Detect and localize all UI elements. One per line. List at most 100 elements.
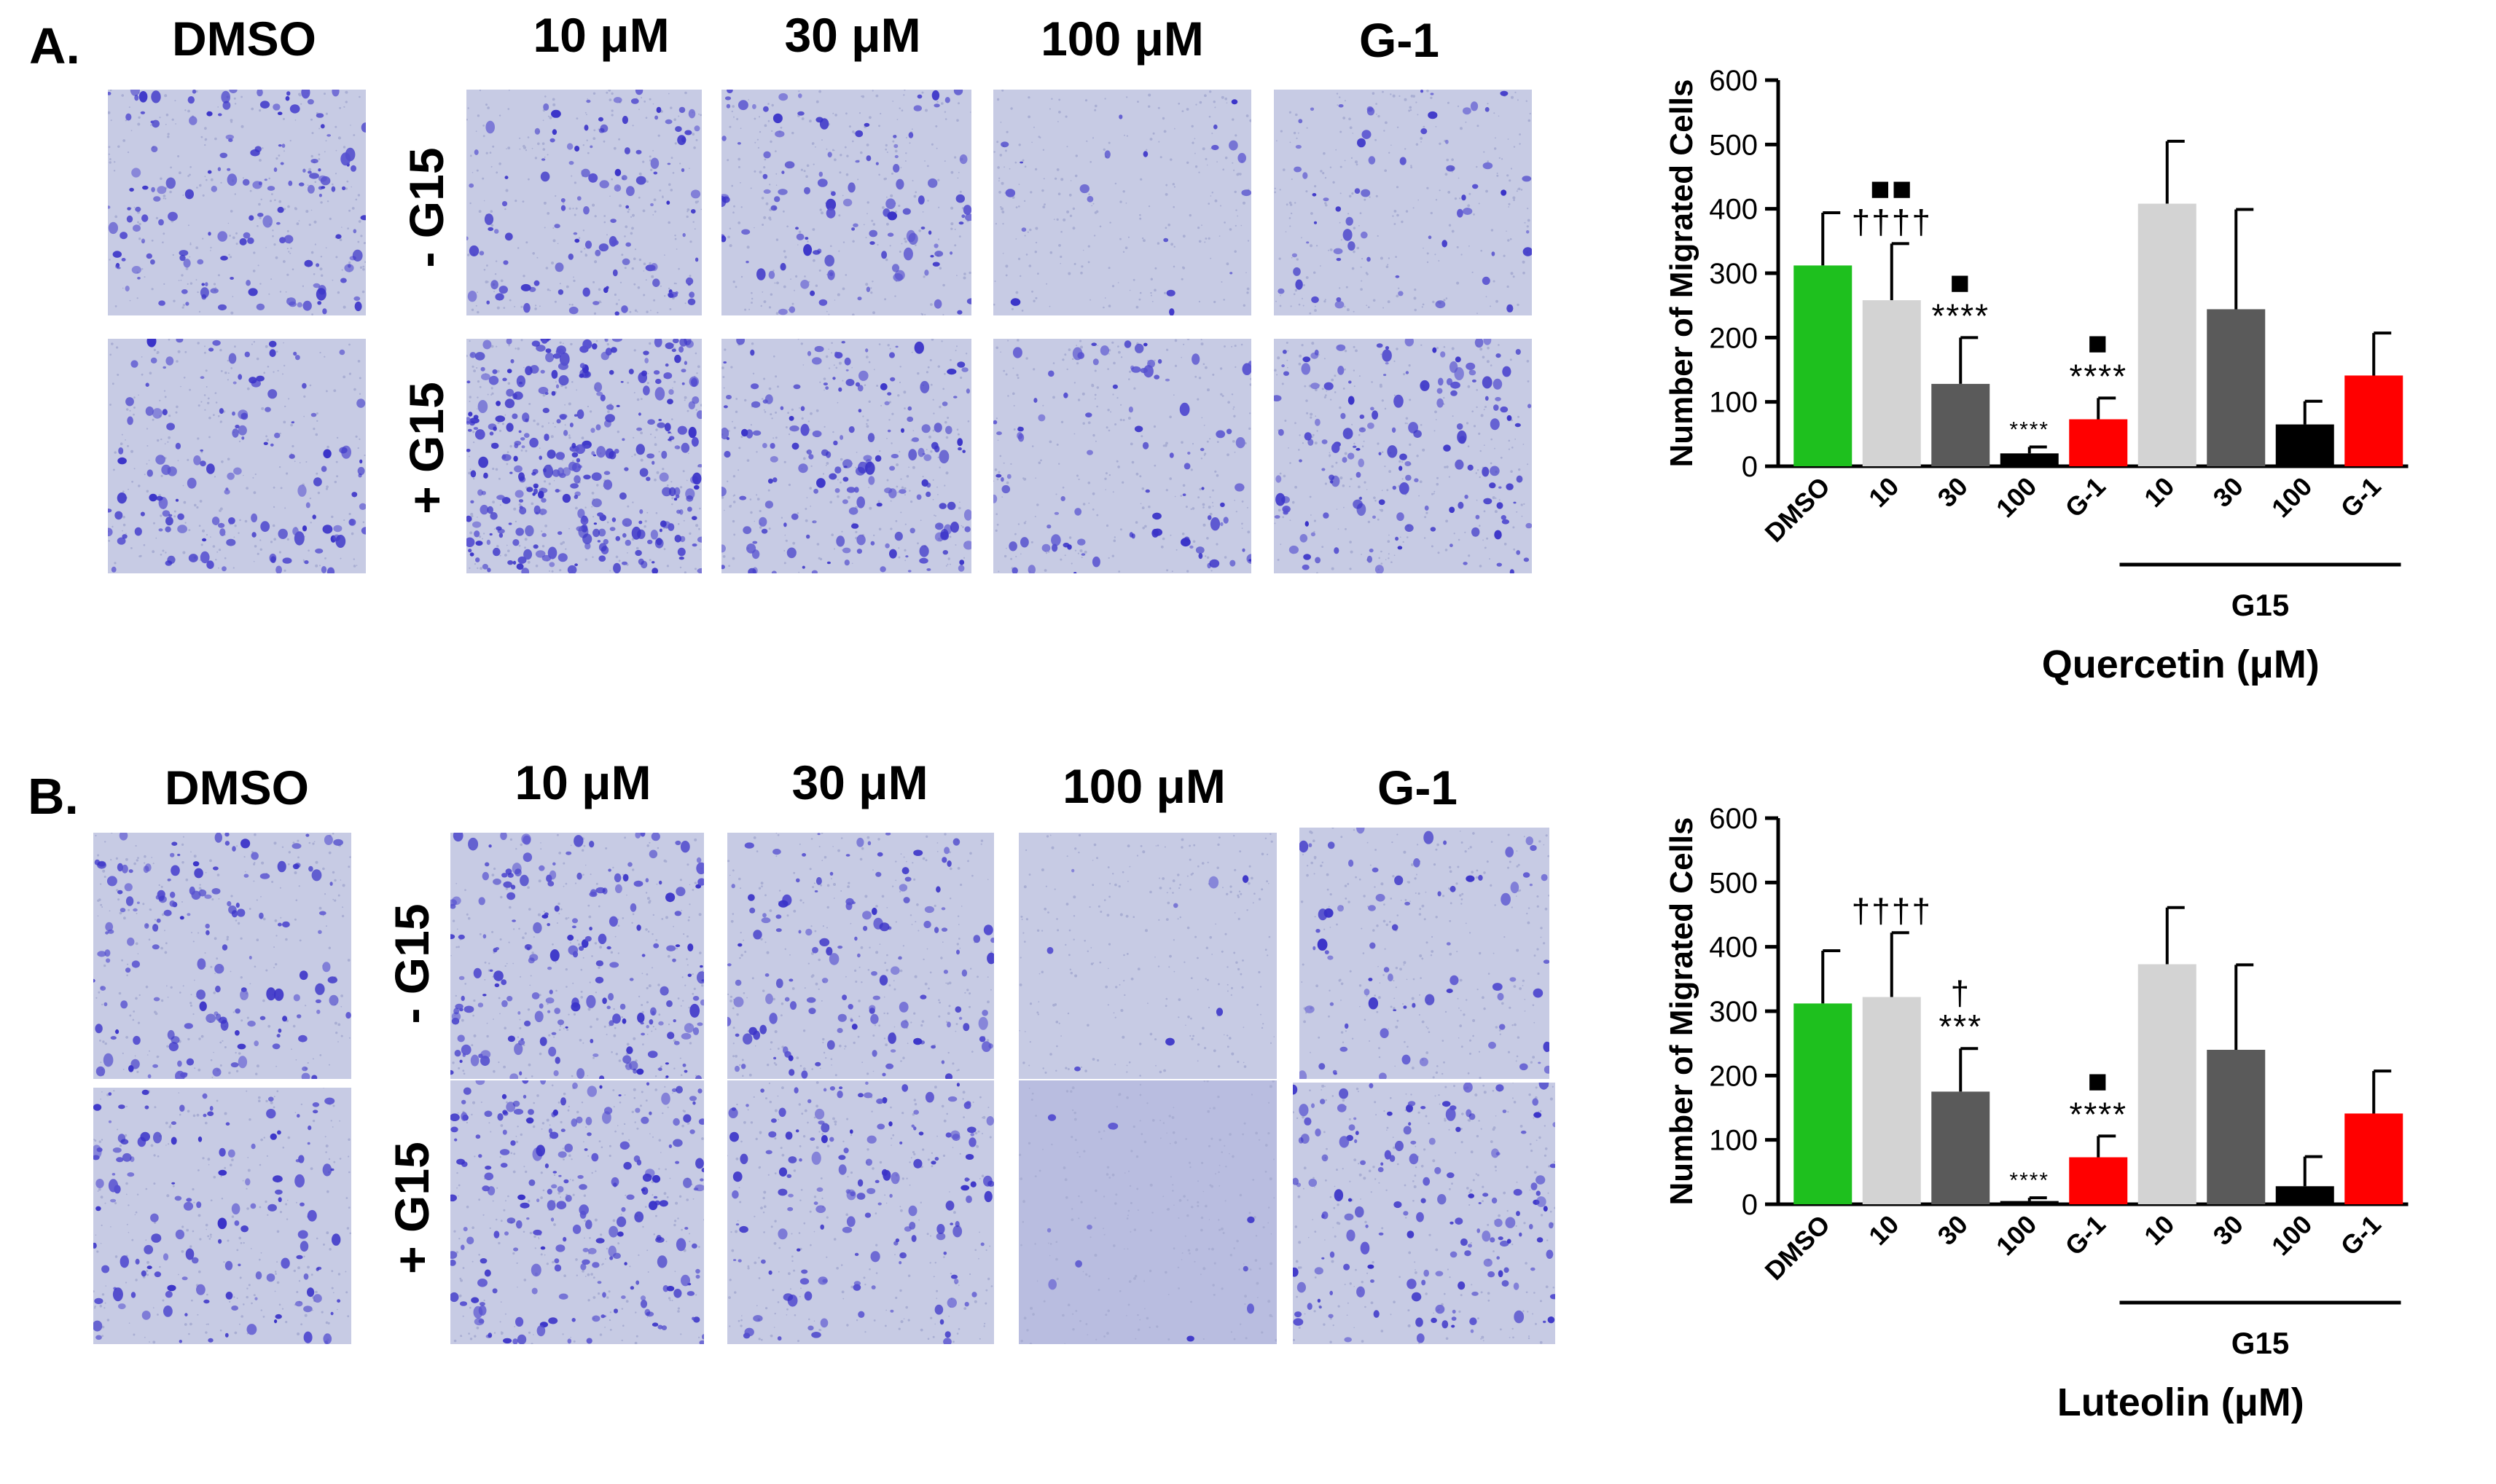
bar	[2207, 309, 2266, 466]
bar	[1931, 1091, 1990, 1204]
micrograph-100um-plus-g15	[993, 339, 1251, 573]
error-bar	[2097, 396, 2116, 420]
micrograph-100um-plus-g15	[1019, 1080, 1277, 1344]
bar	[2344, 375, 2403, 466]
micrograph-10um-plus-g15	[450, 1080, 704, 1344]
bar	[1931, 383, 1990, 466]
chart-svg: 0 100 200 300 400 500 600 Number of Migrated Ce…	[1664, 65, 2409, 686]
significance-marker: ****	[2009, 418, 2049, 442]
significance-marker: ■■	[1870, 169, 1914, 207]
bar	[1793, 265, 1853, 466]
row-label-plus-g15: + G15	[385, 1142, 439, 1274]
column-header-100um: 100 μM	[1041, 12, 1204, 66]
panel-letter: A.	[29, 17, 80, 74]
error-bar	[2027, 1196, 2047, 1201]
x-tick-label: 10	[2138, 1209, 2180, 1251]
bar	[2000, 453, 2059, 466]
y-tick-label: 500	[1709, 129, 1758, 161]
y-tick-label: 600	[1709, 803, 1758, 835]
x-tick-label: 30	[1932, 471, 1973, 513]
significance-marker: ††††	[1852, 203, 1932, 240]
panel-b: B. DMSO 10 μM 30 μM 100 μM G-1 - G15 + G…	[0, 742, 2496, 1483]
y-tick-label: 100	[1709, 1125, 1758, 1157]
micrograph-dmso-minus-g15	[93, 833, 351, 1079]
significance-marker: †	[1950, 974, 1971, 1012]
panel-a: A. DMSO 10 μM 30 μM 100 μM G-1 - G15 + G…	[29, 8, 2478, 729]
x-tick-label: G-1	[2334, 471, 2386, 523]
y-tick-label: 400	[1709, 194, 1758, 226]
column-header-100um: 100 μM	[1063, 759, 1226, 813]
x-tick-label: 100	[2266, 471, 2317, 523]
micrograph-g1-minus-g15	[1299, 828, 1549, 1079]
error-bar	[2165, 906, 2185, 965]
x-tick-label: 30	[2207, 471, 2249, 513]
column-header-dmso: DMSO	[165, 761, 309, 814]
y-tick-label: 200	[1709, 1060, 1758, 1092]
significance-marker: ****	[2069, 1095, 2127, 1133]
bar	[2275, 424, 2334, 466]
significance-marker: ***	[1938, 1008, 1982, 1045]
significance-marker: ****	[2009, 1169, 2049, 1193]
micrograph-30um-minus-g15	[721, 90, 971, 315]
y-axis-label: Number of Migrated Cells	[1664, 817, 1699, 1206]
error-bar	[1821, 949, 1841, 1004]
significance-marker: ****	[1931, 297, 1990, 334]
group-label: G15	[2231, 1326, 2289, 1360]
y-axis-label: Number of Migrated Cells	[1664, 79, 1699, 468]
panel-letter: B.	[28, 768, 79, 825]
y-tick-label: 600	[1709, 65, 1758, 97]
y-tick-label: 100	[1709, 387, 1758, 419]
micrograph-g1-minus-g15	[1274, 90, 1532, 315]
y-tick-label: 300	[1709, 996, 1758, 1028]
bar	[2207, 1050, 2266, 1204]
row-label-minus-g15: - G15	[385, 903, 439, 1024]
error-bar	[1821, 211, 1841, 266]
significance-marker: ■	[1949, 263, 1971, 301]
y-tick-label: 300	[1709, 258, 1758, 290]
micrograph-10um-minus-g15	[450, 833, 704, 1079]
significance-marker: ††††	[1852, 892, 1932, 930]
x-tick-label: G-1	[2334, 1209, 2386, 1261]
bar-chart-quercetin: 0 100 200 300 400 500 600 Number of Migrated Ce…	[1647, 44, 2478, 729]
y-tick-label: 200	[1709, 322, 1758, 354]
error-bar	[2372, 331, 2392, 376]
x-axis-label: Quercetin (μM)	[2042, 643, 2320, 686]
x-tick-label: 10	[2138, 471, 2180, 513]
group-label: G15	[2231, 588, 2289, 622]
x-axis-label: Luteolin (μM)	[2057, 1381, 2304, 1424]
error-bar	[2372, 1069, 2392, 1114]
x-tick-label: DMSO	[1759, 1209, 1836, 1286]
bar	[2137, 964, 2196, 1204]
error-bar	[2234, 208, 2254, 310]
micrograph-100um-minus-g15	[1019, 833, 1277, 1079]
micrograph-dmso-plus-g15	[93, 1088, 351, 1344]
micrograph-100um-minus-g15	[993, 90, 1251, 315]
significance-marker: ■	[2087, 1061, 2109, 1099]
micrograph-g1-plus-g15	[1274, 339, 1532, 573]
column-header-g1: G-1	[1358, 13, 1440, 67]
row-label-minus-g15: - G15	[399, 147, 453, 268]
chart-svg: 0 100 200 300 400 500 600 Number of Migrated Ce…	[1664, 803, 2409, 1424]
x-tick-label: 10	[1863, 471, 1904, 513]
error-bar	[2027, 445, 2047, 454]
micrograph-30um-plus-g15	[721, 339, 971, 573]
y-tick-label: 400	[1709, 932, 1758, 964]
bar	[2344, 1113, 2403, 1204]
significance-marker: ■	[2087, 323, 2109, 361]
x-tick-label: 100	[1990, 471, 2042, 523]
column-header-10um: 10 μM	[533, 8, 670, 62]
micrograph-30um-minus-g15	[727, 833, 994, 1079]
error-bar	[2303, 399, 2323, 425]
significance-marker: ****	[2069, 357, 2127, 395]
y-tick-label: 0	[1742, 451, 1758, 483]
bar	[2069, 1157, 2128, 1204]
bar	[2275, 1186, 2334, 1204]
micrograph-10um-minus-g15	[466, 90, 702, 315]
error-bar	[2303, 1155, 2323, 1187]
column-header-30um: 30 μM	[791, 755, 928, 809]
error-bar	[1890, 931, 1909, 997]
bar-chart-luteolin: 0 100 200 300 400 500 600 Number of Migrated Ce…	[1647, 782, 2478, 1467]
bar	[2137, 203, 2196, 466]
micrograph-dmso-minus-g15	[108, 90, 366, 315]
x-tick-label: 100	[1990, 1209, 2042, 1261]
